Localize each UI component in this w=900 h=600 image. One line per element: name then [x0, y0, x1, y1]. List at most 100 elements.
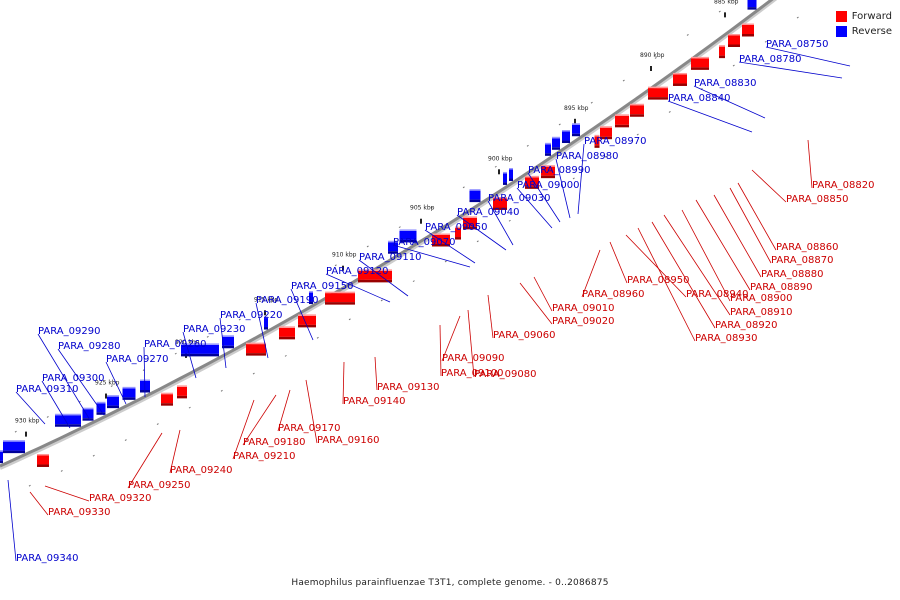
gene-forward — [246, 342, 266, 356]
forward-gene-label: PARA_08900 — [730, 293, 792, 304]
leader-line — [7, 479, 17, 562]
minor-tick — [238, 318, 241, 321]
leader-line — [519, 282, 553, 325]
gene-reverse — [264, 316, 268, 330]
legend-reverse: Reverse — [835, 24, 892, 39]
axis-shadow — [0, 0, 778, 470]
scale-tick-mark — [724, 12, 726, 18]
reverse-gene-label: PARA_08750 — [766, 39, 828, 50]
leader-line — [663, 214, 731, 316]
gene-forward — [463, 216, 477, 230]
minor-tick — [636, 133, 639, 136]
minor-tick — [28, 484, 31, 487]
minor-tick — [302, 282, 305, 285]
minor-tick — [366, 245, 369, 248]
minor-tick — [444, 260, 447, 263]
minor-tick — [508, 219, 511, 222]
leader-line — [693, 85, 766, 119]
reverse-gene-label: PARA_09340 — [16, 553, 78, 564]
gene-reverse — [503, 171, 507, 185]
leader-line — [729, 187, 772, 264]
reverse-gene-label: PARA_09030 — [488, 193, 550, 204]
leader-line — [651, 221, 716, 329]
gene-reverse — [388, 240, 398, 254]
forward-gene-label: PARA_08850 — [786, 194, 848, 205]
forward-gene-label: PARA_09320 — [89, 493, 151, 504]
gene-forward — [455, 226, 461, 240]
minor-tick — [110, 385, 113, 388]
scale-tick-label: 890 kbp — [640, 52, 665, 59]
leader-line — [290, 288, 314, 341]
scale-tick-mark — [342, 265, 344, 271]
leader-line — [255, 302, 269, 359]
reverse-gene-label: PARA_09290 — [38, 326, 100, 337]
forward-gene-label: PARA_09160 — [317, 435, 379, 446]
minor-tick — [732, 64, 735, 67]
forward-gene-label: PARA_08950 — [627, 275, 689, 286]
leader-line — [527, 172, 561, 223]
leader-line — [456, 214, 507, 251]
gene-reverse — [509, 168, 513, 182]
reverse-gene-label: PARA_09000 — [517, 180, 579, 191]
reverse-gene-label: PARA_09070 — [393, 237, 455, 248]
legend: Forward Reverse — [835, 9, 892, 39]
reverse-gene-label: PARA_08970 — [584, 136, 646, 147]
forward-gene-label: PARA_09080 — [474, 369, 536, 380]
gene-reverse — [122, 386, 136, 400]
forward-gene-label: PARA_09060 — [493, 330, 555, 341]
minor-tick — [46, 415, 49, 418]
scale-tick-label: 915 kbp — [254, 296, 279, 303]
gene-forward — [358, 269, 392, 283]
leader-line — [424, 229, 476, 264]
gene-reverse — [181, 343, 219, 357]
leader-line — [439, 324, 442, 377]
leader-line — [277, 389, 291, 432]
gene-forward — [600, 126, 612, 140]
gene-forward — [37, 453, 49, 467]
forward-gene-label: PARA_09250 — [128, 480, 190, 491]
leader-line — [765, 46, 851, 67]
minor-tick — [270, 300, 273, 303]
scale-tick-label: 885 kbp — [714, 0, 739, 5]
leader-line — [625, 234, 687, 298]
gene-reverse — [222, 335, 234, 349]
forward-gene-label: PARA_08860 — [776, 242, 838, 253]
reverse-gene-label: PARA_08980 — [556, 151, 618, 162]
forward-gene-label: PARA_09210 — [233, 451, 295, 462]
reverse-gene-label: PARA_09300 — [42, 373, 104, 384]
scale-tick-label: 930 kbp — [15, 418, 40, 425]
gene-forward — [161, 392, 173, 406]
forward-gene-label: PARA_09170 — [278, 423, 340, 434]
scale-tick-label: 910 kbp — [332, 252, 357, 259]
leader-line — [637, 227, 696, 342]
leader-line — [516, 187, 553, 229]
gene-reverse — [399, 229, 417, 243]
gene-forward — [673, 72, 687, 86]
reverse-gene-label: PARA_09220 — [220, 310, 282, 321]
legend-forward: Forward — [835, 9, 892, 24]
minor-tick — [686, 34, 689, 36]
reverse-gene-label: PARA_09280 — [58, 341, 120, 352]
reverse-gene-label: PARA_09260 — [144, 339, 206, 350]
forward-gene-label: PARA_09020 — [552, 316, 614, 327]
gene-reverse — [96, 401, 106, 415]
forward-gene-label: PARA_08880 — [761, 269, 823, 280]
minor-tick — [540, 198, 543, 201]
genome-axis — [0, 0, 778, 470]
leader-line — [15, 391, 46, 425]
leader-line — [695, 199, 751, 291]
minor-tick — [252, 372, 255, 375]
minor-tick — [558, 123, 561, 126]
leader-line — [242, 394, 277, 446]
axis-line — [0, 0, 774, 468]
leader-line — [533, 276, 553, 312]
scale-tick-label: 905 kbp — [410, 205, 435, 212]
legend-reverse-label: Reverse — [851, 26, 892, 37]
forward-gene-label: PARA_08920 — [715, 320, 777, 331]
gene-reverse — [545, 142, 551, 156]
leader-line — [751, 169, 787, 203]
gene-reverse — [107, 395, 119, 409]
leader-line — [487, 294, 494, 339]
leader-line — [555, 158, 571, 219]
leader-line — [219, 317, 227, 369]
